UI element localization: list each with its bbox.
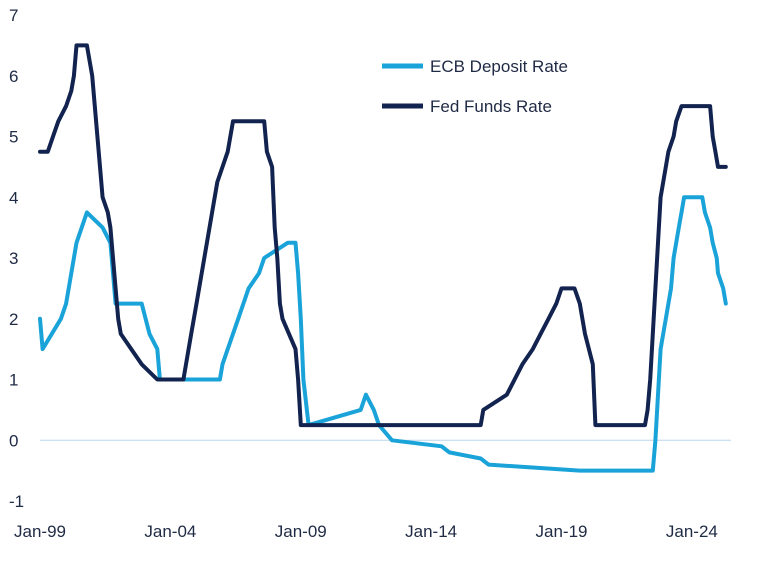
y-tick-label: 7 bbox=[9, 6, 18, 25]
series-line-fed-funds-rate bbox=[38, 43, 728, 428]
y-tick-label: 5 bbox=[9, 128, 18, 147]
y-tick-label: 4 bbox=[9, 188, 18, 207]
x-tick-label: Jan-09 bbox=[275, 522, 327, 541]
y-tick-label: 1 bbox=[9, 371, 18, 390]
legend: ECB Deposit Rate Fed Funds Rate bbox=[382, 57, 568, 116]
x-tick-label: Jan-24 bbox=[666, 522, 718, 541]
axes-layer: -1 0 1 2 3 4 5 6 7 Jan-99 Jan-04 Jan-09 Jan-14 Jan-19… bbox=[9, 6, 731, 541]
legend-label-ecb-deposit-rate: ECB Deposit Rate bbox=[430, 57, 568, 76]
series-layer bbox=[38, 43, 728, 473]
series-line-ecb-deposit-rate bbox=[38, 195, 728, 473]
x-tick-label: Jan-19 bbox=[536, 522, 588, 541]
legend-label-fed-funds-rate: Fed Funds Rate bbox=[430, 97, 552, 116]
y-tick-label: 3 bbox=[9, 249, 18, 268]
x-tick-label: Jan-14 bbox=[405, 522, 457, 541]
y-tick-label: -1 bbox=[9, 492, 24, 511]
y-tick-label: 6 bbox=[9, 67, 18, 86]
x-tick-label: Jan-99 bbox=[14, 522, 66, 541]
x-tick-label: Jan-04 bbox=[144, 522, 196, 541]
y-tick-label: 2 bbox=[9, 310, 18, 329]
y-tick-label: 0 bbox=[9, 431, 18, 450]
